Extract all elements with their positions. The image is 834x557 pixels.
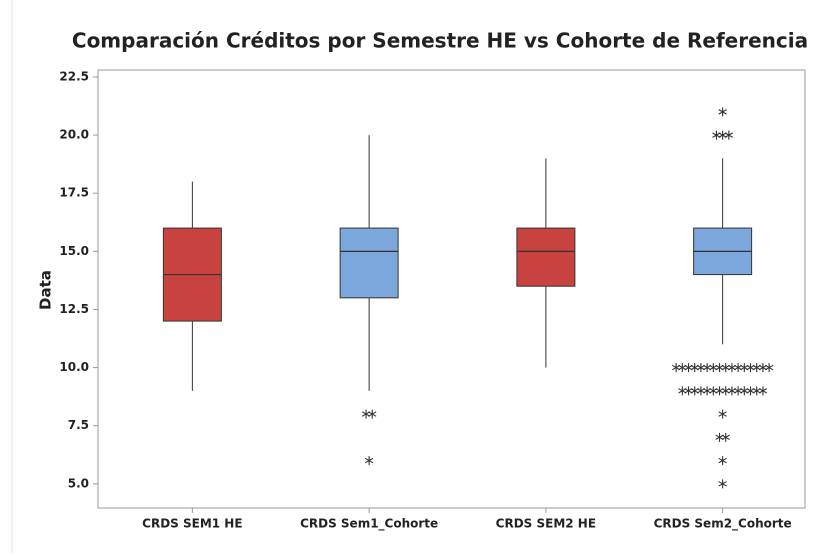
outlier — [752, 363, 761, 373]
outlier — [715, 363, 724, 373]
outlier — [690, 363, 699, 373]
outlier — [746, 386, 755, 396]
outlier — [740, 363, 749, 373]
y-tick-label: 22.5 — [59, 69, 89, 83]
y-tick-label: 7.5 — [68, 418, 89, 432]
outlier — [709, 386, 718, 396]
outlier — [702, 363, 712, 373]
outlier — [724, 130, 734, 140]
outlier — [690, 386, 699, 396]
outlier — [740, 386, 749, 396]
y-tick-label: 12.5 — [59, 302, 89, 316]
y-axis-label: Data — [37, 270, 55, 310]
outlier — [758, 386, 768, 396]
outlier — [733, 386, 743, 396]
y-tick-label: 15.0 — [59, 244, 89, 258]
outlier — [718, 409, 727, 419]
outlier — [746, 363, 755, 373]
y-tick-label: 5.0 — [68, 476, 89, 490]
outlier — [678, 386, 687, 396]
chart-title: Comparación Créditos por Semestre HE vs … — [72, 29, 808, 53]
outlier — [684, 363, 693, 373]
outlier — [696, 386, 706, 396]
outlier — [752, 386, 761, 396]
y-tick-label: 10.0 — [59, 360, 89, 374]
x-tick-label: CRDS Sem1_Cohorte — [300, 517, 438, 532]
outlier — [727, 363, 737, 373]
outlier — [678, 363, 687, 373]
y-tick-label: 17.5 — [59, 186, 89, 200]
outlier — [712, 130, 721, 140]
outlier — [733, 363, 743, 373]
outlier — [718, 456, 727, 466]
x-tick-label: CRDS SEM1 HE — [142, 517, 242, 531]
outlier — [696, 363, 706, 373]
x-tick-label: CRDS SEM2 HE — [496, 517, 596, 531]
outlier — [715, 386, 724, 396]
outlier — [671, 363, 681, 373]
outlier — [368, 409, 377, 419]
outlier — [764, 363, 774, 373]
outlier — [721, 363, 730, 373]
box — [339, 227, 399, 299]
outlier — [721, 386, 730, 396]
outlier — [721, 432, 730, 442]
outlier — [702, 386, 712, 396]
outlier — [709, 363, 718, 373]
outlier — [718, 107, 727, 117]
y-tick-label: 20.0 — [59, 128, 89, 142]
box — [516, 227, 576, 287]
outlier — [758, 363, 768, 373]
plot-frame — [97, 69, 806, 509]
outlier — [727, 386, 737, 396]
x-tick-label: CRDS Sem2_Cohorte — [654, 517, 792, 532]
outlier — [361, 409, 371, 419]
outlier — [718, 130, 727, 140]
outlier — [684, 386, 693, 396]
outlier — [364, 456, 374, 466]
outlier — [718, 479, 727, 489]
outlier — [715, 432, 724, 442]
